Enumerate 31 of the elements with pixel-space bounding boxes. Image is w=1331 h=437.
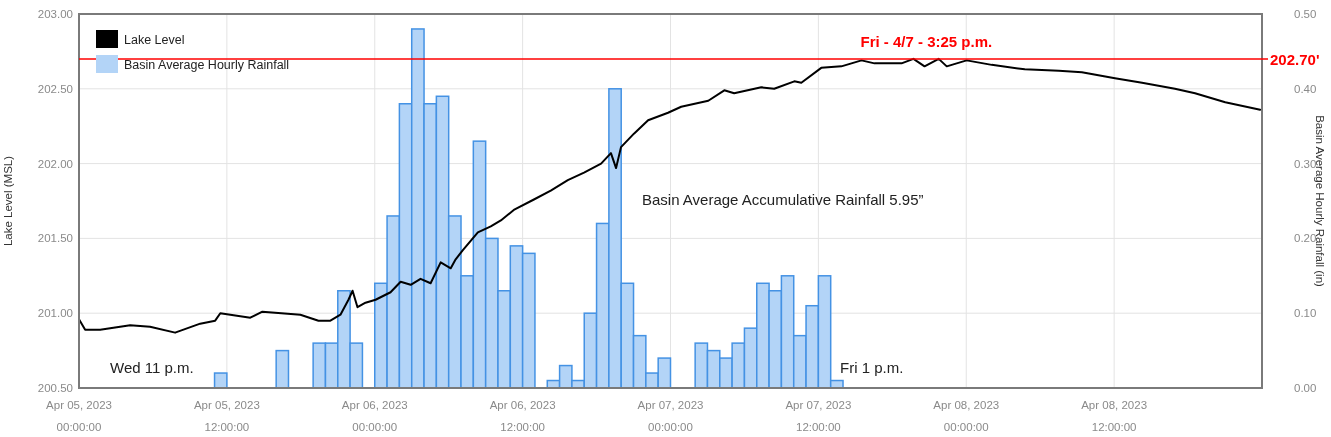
y2-tick-label: 0.00 — [1294, 382, 1317, 394]
y2-tick-label: 0.30 — [1294, 157, 1317, 170]
x-tick-label: Apr 06, 2023 00:00:00 — [341, 399, 408, 433]
bar — [213, 372, 228, 389]
y-axis-title: Lake Level (MSL) — [2, 155, 14, 247]
y-tick-label: 202.50 — [37, 82, 73, 95]
x-tick-label: Apr 07, 2023 00:00:00 — [637, 399, 704, 433]
y2-tick-label: 0.10 — [1294, 307, 1317, 320]
y2-tick-label: 0.40 — [1294, 82, 1317, 95]
y-tick-label: 200.50 — [37, 382, 73, 394]
y-tick-label: 203.00 — [37, 8, 73, 20]
ref-line-label: 202.70' — [1270, 50, 1320, 68]
x-tick-label: Apr 06, 2023 12:00:00 — [489, 399, 556, 433]
y2-tick-label: 0.50 — [1294, 8, 1317, 20]
x-tick-label: Apr 05, 2023 12:00:00 — [193, 399, 260, 433]
annotation: Wed 11 p.m. — [110, 359, 194, 376]
legend-label: Lake Level — [124, 33, 185, 47]
line-series — [78, 57, 1262, 334]
y2-tick-label: 0.20 — [1294, 232, 1317, 245]
y-tick-label: 202.00 — [37, 157, 73, 170]
annotation: Basin Average Accumulative Rainfall 5.95” — [642, 191, 924, 208]
bar — [275, 349, 290, 389]
x-tick-label: Apr 07, 2023 12:00:00 — [785, 399, 852, 433]
annotation: Fri - 4/7 - 3:25 p.m. — [860, 32, 993, 50]
x-tick-label: Apr 05, 2023 00:00:00 — [46, 399, 112, 433]
x-tick-label: Apr 08, 2023 00:00:00 — [933, 399, 1000, 433]
y-tick-label: 201.00 — [37, 307, 73, 320]
y-tick-label: 201.50 — [37, 232, 73, 245]
annotation: Fri 1 p.m. — [840, 359, 904, 376]
x-tick-label: Apr 08, 2023 12:00:00 — [1081, 399, 1148, 433]
legend-label: Basin Average Hourly Rainfall — [124, 58, 290, 72]
